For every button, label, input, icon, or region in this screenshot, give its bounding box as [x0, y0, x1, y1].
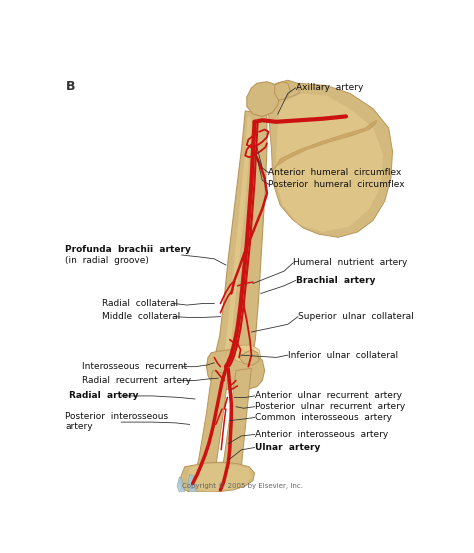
Polygon shape: [188, 474, 196, 492]
Text: Profunda  brachii  artery: Profunda brachii artery: [65, 245, 191, 254]
Polygon shape: [222, 368, 251, 474]
Text: Humeral  nutrient  artery: Humeral nutrient artery: [293, 258, 408, 267]
Text: Posterior  interosseous: Posterior interosseous: [65, 412, 169, 421]
Text: B: B: [65, 80, 75, 93]
Polygon shape: [177, 477, 185, 492]
Text: Posterior  humeral  circumflex: Posterior humeral circumflex: [268, 180, 405, 189]
Text: Interosseous  recurrent: Interosseous recurrent: [82, 362, 188, 371]
Text: Inferior  ulnar  collateral: Inferior ulnar collateral: [288, 351, 398, 359]
Polygon shape: [214, 111, 267, 359]
Polygon shape: [276, 93, 383, 232]
Polygon shape: [195, 371, 228, 474]
Text: Anterior  ulnar  recurrent  artery: Anterior ulnar recurrent artery: [255, 392, 401, 400]
Polygon shape: [275, 82, 290, 100]
Text: Common  interosseous  artery: Common interosseous artery: [255, 413, 392, 422]
Text: artery: artery: [65, 422, 93, 431]
Polygon shape: [231, 345, 261, 363]
Text: (in  radial  groove): (in radial groove): [65, 256, 149, 265]
Text: Brachial  artery: Brachial artery: [296, 276, 375, 285]
Polygon shape: [187, 463, 251, 492]
Text: Anterior  humeral  circumflex: Anterior humeral circumflex: [268, 168, 402, 177]
Polygon shape: [239, 349, 259, 365]
Polygon shape: [179, 462, 255, 492]
Text: Axillary  artery: Axillary artery: [296, 84, 363, 92]
Polygon shape: [268, 80, 300, 97]
Text: Copyright © 2005 by Elsevier, Inc.: Copyright © 2005 by Elsevier, Inc.: [182, 483, 303, 489]
Text: Radial  recurrent  artery: Radial recurrent artery: [82, 376, 191, 385]
Polygon shape: [273, 120, 377, 170]
Text: Middle  collateral: Middle collateral: [102, 312, 180, 321]
Text: Posterior  ulnar  recurrent  artery: Posterior ulnar recurrent artery: [255, 402, 405, 411]
Text: Radial  artery: Radial artery: [69, 392, 138, 400]
Polygon shape: [268, 84, 392, 237]
Polygon shape: [207, 349, 264, 390]
Polygon shape: [224, 117, 251, 355]
Text: Superior  ulnar  collateral: Superior ulnar collateral: [298, 312, 414, 321]
Text: Anterior  interosseous  artery: Anterior interosseous artery: [255, 430, 388, 439]
Polygon shape: [247, 82, 280, 117]
Text: Radial  collateral: Radial collateral: [102, 299, 178, 308]
Text: Ulnar  artery: Ulnar artery: [255, 443, 320, 452]
